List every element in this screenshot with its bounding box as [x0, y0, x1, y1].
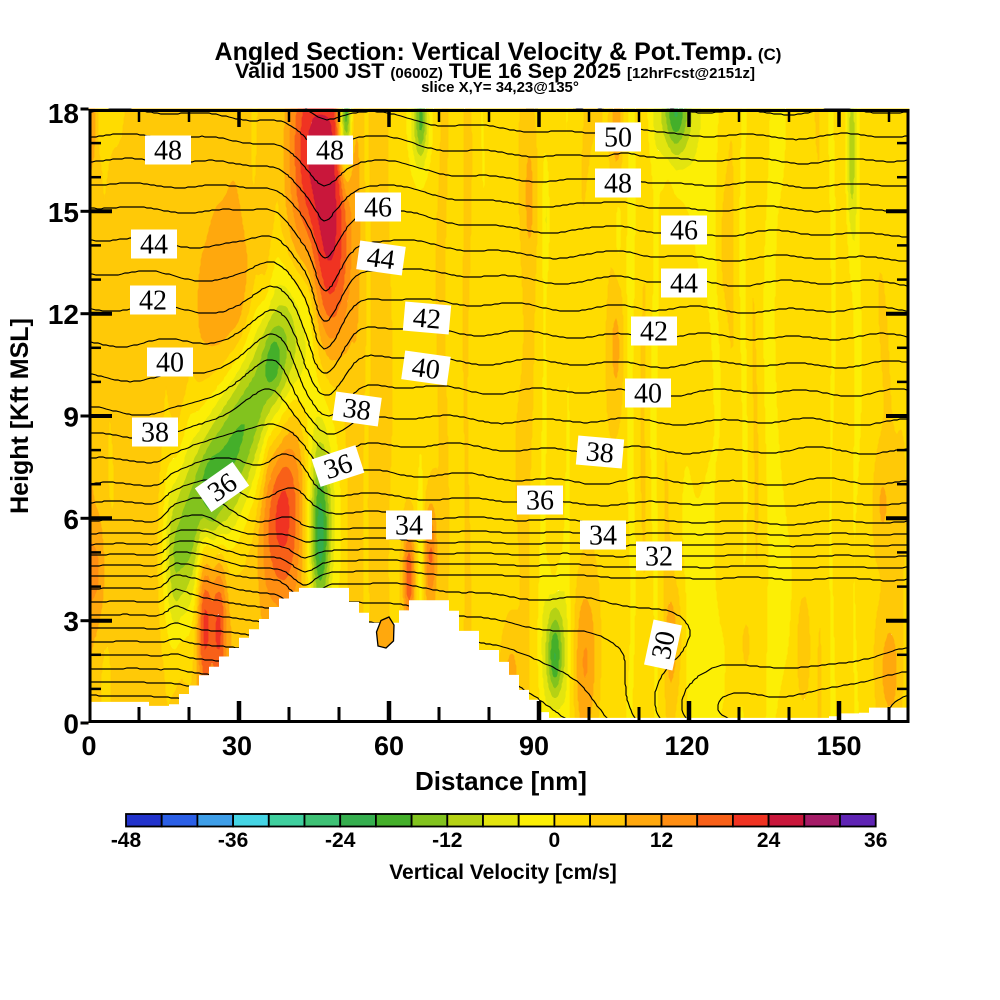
svg-text:120: 120	[664, 731, 709, 761]
svg-text:60: 60	[374, 731, 404, 761]
svg-text:42: 42	[640, 317, 668, 348]
svg-text:42: 42	[139, 286, 167, 317]
svg-text:0: 0	[63, 709, 79, 740]
svg-text:30: 30	[222, 731, 252, 761]
svg-text:-24: -24	[325, 829, 356, 852]
svg-text:36: 36	[864, 829, 887, 852]
svg-text:slice X,Y= 34,23@135°: slice X,Y= 34,23@135°	[421, 79, 579, 96]
svg-text:15: 15	[48, 197, 79, 228]
svg-text:34: 34	[395, 511, 423, 542]
svg-text:6: 6	[63, 504, 79, 535]
svg-text:32: 32	[645, 542, 673, 573]
svg-text:-12: -12	[432, 829, 462, 852]
svg-text:Angled Section: Vertical Veloc: Angled Section: Vertical Velocity & Pot.…	[215, 38, 782, 66]
svg-text:12: 12	[650, 829, 673, 852]
svg-text:46: 46	[364, 193, 392, 224]
svg-text:Height [Kft MSL]: Height [Kft MSL]	[6, 318, 34, 514]
svg-text:Vertical Velocity [cm/s]: Vertical Velocity [cm/s]	[389, 861, 617, 884]
svg-text:Distance [nm]: Distance [nm]	[415, 766, 587, 796]
svg-text:38: 38	[585, 436, 616, 469]
svg-text:40: 40	[156, 348, 184, 379]
svg-text:Valid 1500 JST (0600Z) TUE 16: Valid 1500 JST (0600Z) TUE 16 Sep 2025 […	[235, 59, 755, 83]
svg-text:-36: -36	[218, 829, 248, 852]
svg-text:48: 48	[316, 136, 344, 167]
svg-text:48: 48	[154, 136, 182, 167]
svg-text:40: 40	[410, 352, 442, 387]
svg-text:3: 3	[63, 606, 79, 637]
svg-text:40: 40	[634, 379, 662, 410]
svg-text:44: 44	[140, 230, 168, 261]
svg-text:90: 90	[519, 731, 549, 761]
svg-text:0: 0	[549, 829, 561, 852]
svg-text:50: 50	[604, 123, 632, 154]
svg-text:44: 44	[365, 242, 397, 277]
svg-text:44: 44	[670, 269, 698, 300]
svg-text:18: 18	[48, 98, 79, 129]
svg-text:38: 38	[141, 418, 169, 449]
svg-text:36: 36	[526, 486, 554, 517]
svg-text:38: 38	[341, 393, 373, 428]
svg-text:9: 9	[63, 402, 79, 433]
svg-text:12: 12	[48, 299, 79, 330]
svg-text:30: 30	[646, 628, 682, 662]
svg-text:42: 42	[412, 302, 443, 335]
svg-text:150: 150	[816, 731, 861, 761]
svg-text:48: 48	[604, 169, 632, 200]
svg-text:34: 34	[589, 521, 617, 552]
svg-text:46: 46	[670, 216, 698, 247]
svg-text:-48: -48	[111, 829, 142, 852]
svg-text:24: 24	[757, 829, 781, 852]
svg-text:0: 0	[81, 731, 96, 761]
